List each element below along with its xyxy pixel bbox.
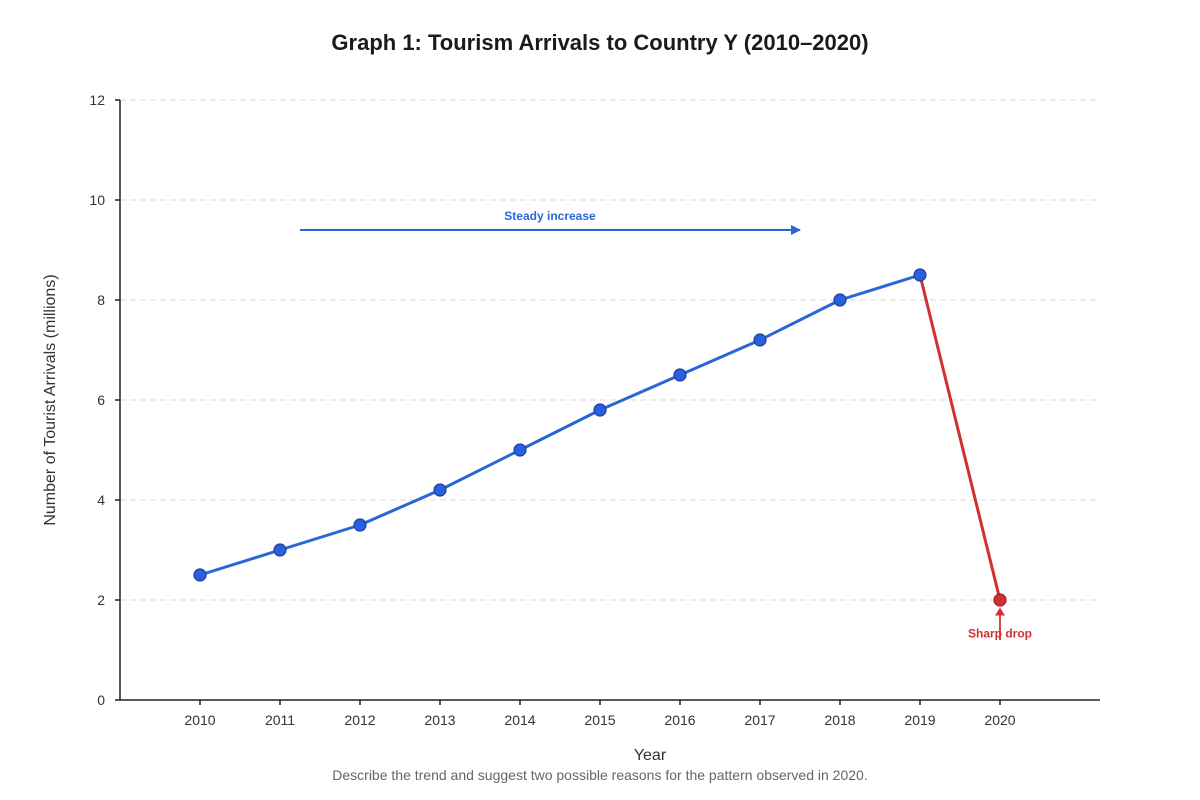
y-tick-label: 0 [97, 692, 105, 708]
series-line-drop [918, 273, 1002, 602]
data-point-2016 [673, 368, 687, 382]
data-point-2013 [433, 483, 447, 497]
data-point-2012 [353, 518, 367, 532]
x-tick-label: 2018 [824, 712, 855, 728]
data-point-2015 [593, 403, 607, 417]
data-point-2018 [833, 293, 847, 307]
y-tick-label: 8 [97, 292, 105, 308]
x-tick-label: 2017 [744, 712, 775, 728]
sharp-drop-label: Sharp drop [968, 627, 1032, 641]
x-axis-label: Year [634, 747, 667, 764]
x-tick-label: 2020 [984, 712, 1015, 728]
data-point-2011 [273, 543, 287, 557]
data-point-2010 [193, 568, 207, 582]
x-tick-label: 2014 [504, 712, 535, 728]
y-tick-label: 12 [89, 92, 105, 108]
y-tick-label: 2 [97, 592, 105, 608]
x-tick-label: 2016 [664, 712, 695, 728]
sharp-drop-arrowhead [995, 607, 1005, 616]
annotations: Steady increase Sharp drop [300, 209, 1032, 641]
data-point-2017 [753, 333, 767, 347]
gridlines [120, 99, 1100, 601]
x-tick-label: 2019 [904, 712, 935, 728]
y-axis-ticks: 0 2 4 6 8 10 12 [89, 92, 120, 708]
series-line-rise [198, 273, 922, 577]
caption: Describe the trend and suggest two possi… [332, 767, 867, 783]
series-line [198, 273, 1002, 602]
data-point-2019 [913, 268, 927, 282]
data-points [193, 268, 1007, 607]
y-tick-label: 4 [97, 492, 105, 508]
x-tick-label: 2015 [584, 712, 615, 728]
y-axis-label: Number of Tourist Arrivals (millions) [42, 274, 59, 525]
x-tick-label: 2011 [265, 712, 295, 728]
steady-increase-label: Steady increase [504, 209, 596, 223]
x-tick-label: 2010 [184, 712, 215, 728]
data-point-2014 [513, 443, 527, 457]
y-tick-label: 10 [89, 192, 105, 208]
data-point-2020 [993, 593, 1007, 607]
x-tick-label: 2012 [344, 712, 375, 728]
chart-title: Graph 1: Tourism Arrivals to Country Y (… [331, 30, 868, 55]
x-tick-label: 2013 [424, 712, 455, 728]
y-tick-label: 6 [97, 392, 105, 408]
x-axis-ticks: 2010 2011 2012 2013 2014 2015 2016 2017 2018 2019… [184, 700, 1016, 728]
